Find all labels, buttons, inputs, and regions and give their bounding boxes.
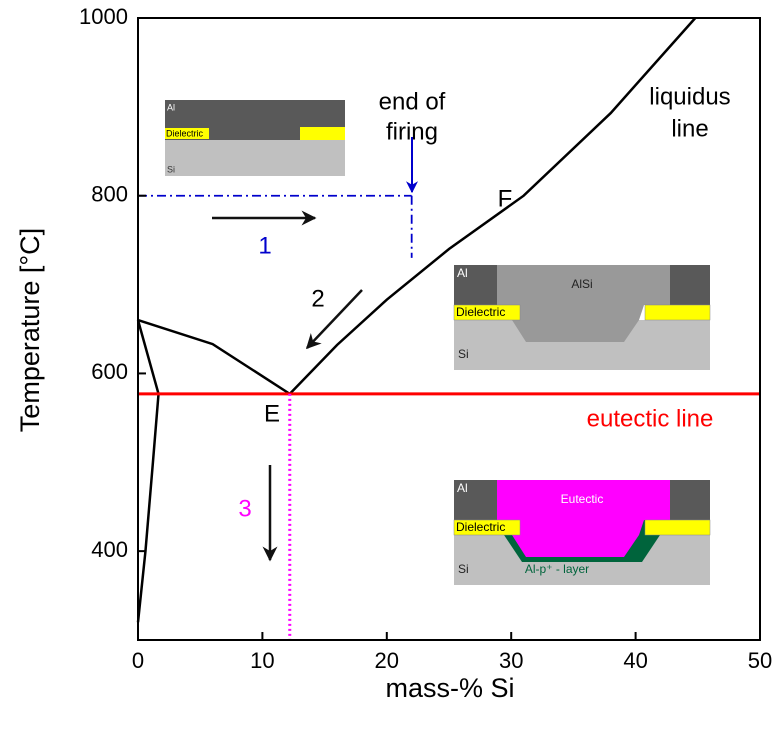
al-layer	[165, 100, 345, 128]
annotation: liquidus	[649, 83, 730, 110]
annotation: firing	[386, 118, 438, 145]
inset-label: AlSi	[571, 277, 592, 291]
series-line	[136, 319, 160, 623]
annotation: F	[498, 185, 513, 212]
plot-frame	[137, 17, 761, 641]
inset-label: Al	[457, 266, 468, 280]
annotation: end of	[379, 88, 446, 115]
annotation: 3	[238, 495, 251, 522]
x-tick-label: 0	[132, 648, 144, 673]
inset-label: Si	[458, 347, 469, 361]
y-axis-label: Temperature [°C]	[15, 228, 45, 432]
alloy-region	[497, 265, 670, 342]
series-line	[137, 318, 291, 395]
dielectric-pad	[644, 304, 711, 321]
inset: Al Dielectric Si AlSi	[453, 265, 711, 370]
dielectric-pad	[453, 304, 521, 321]
inset-label: Eutectic	[561, 492, 604, 506]
annotation: 2	[311, 285, 324, 312]
x-tick-label: 10	[250, 648, 274, 673]
y-tick-label: 400	[91, 537, 128, 562]
annotation: 1	[258, 232, 271, 259]
y-tick-label: 1000	[79, 4, 128, 29]
dielectric-pad	[300, 127, 345, 140]
inset-label: Al-p⁺ - layer	[525, 562, 589, 576]
inset-label: Dielectric	[456, 305, 505, 319]
annotation: eutectic line	[587, 405, 714, 432]
inset-label: Al	[457, 481, 468, 495]
series-line	[288, 17, 697, 395]
annotation: E	[264, 400, 280, 427]
x-axis-label: mass-% Si	[385, 673, 514, 703]
si-layer	[165, 140, 345, 176]
arrow	[305, 289, 363, 350]
inset: Al Dielectric Si	[165, 100, 345, 176]
inset-label: Si	[167, 164, 175, 174]
inset-label: Al	[167, 102, 175, 112]
dielectric-label-box	[165, 128, 209, 139]
x-tick-label: 30	[499, 648, 523, 673]
x-tick-label: 20	[375, 648, 399, 673]
alloy-region	[497, 480, 670, 557]
y-tick-label: 800	[91, 182, 128, 207]
x-tick-label: 40	[623, 648, 647, 673]
inset-label: Dielectric	[166, 128, 204, 138]
annotation: line	[671, 115, 708, 142]
inset-label: Si	[458, 562, 469, 576]
inset: Al Dielectric Si Eutectic Al-p⁺ - layer	[453, 480, 711, 585]
dielectric-pad	[453, 519, 521, 536]
dielectric-pad	[644, 519, 711, 536]
y-tick-label: 600	[91, 359, 128, 384]
inset-label: Dielectric	[456, 520, 505, 534]
x-tick-label: 50	[748, 648, 772, 673]
